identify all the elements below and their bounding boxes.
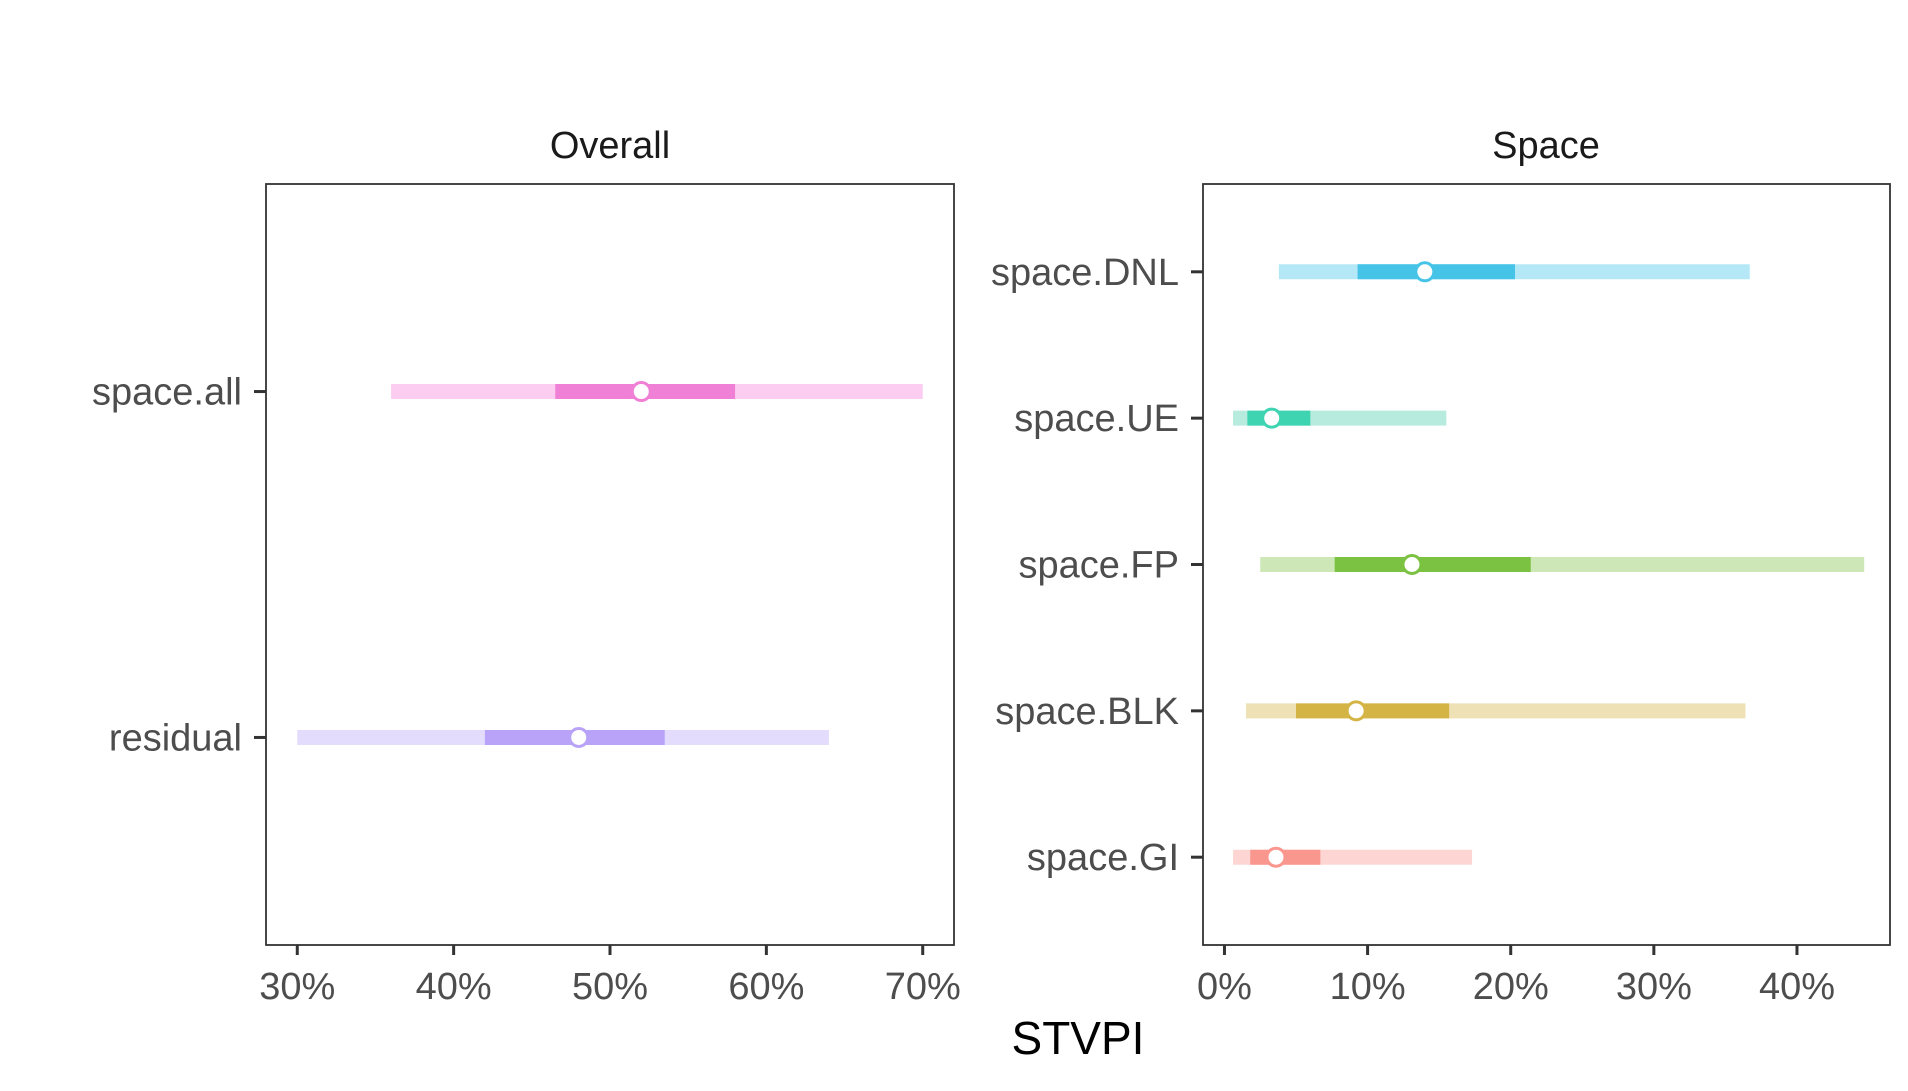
x-axis-title: STVPI xyxy=(1012,1012,1145,1064)
x-tick-label: 60% xyxy=(728,966,804,1008)
x-tick-label: 40% xyxy=(1759,966,1835,1008)
x-tick-label: 70% xyxy=(885,966,961,1008)
y-tick-label: space.BLK xyxy=(995,691,1179,733)
x-tick-label: 10% xyxy=(1330,966,1406,1008)
point-estimate xyxy=(1345,700,1367,722)
point-estimate xyxy=(630,381,652,403)
y-tick-label: space.DNL xyxy=(991,252,1179,294)
y-tick-label: space.all xyxy=(92,372,242,414)
y-tick-label: space.UE xyxy=(1014,398,1179,440)
panel-space: Space 0% 10% 20% 30% 40% space.DNL space.UE spa… xyxy=(991,125,1891,1008)
x-tick-label: 0% xyxy=(1197,966,1252,1008)
y-tick-label: residual xyxy=(109,717,242,759)
y-tick-label: space.FP xyxy=(1018,545,1179,587)
x-tick-label: 40% xyxy=(416,966,492,1008)
panel-title-space: Space xyxy=(1492,125,1600,167)
x-tick-label: 30% xyxy=(1616,966,1692,1008)
panel-title-overall: Overall xyxy=(550,125,670,167)
x-tick-label: 30% xyxy=(259,966,335,1008)
x-tick-label: 20% xyxy=(1473,966,1549,1008)
y-tick-label: space.GI xyxy=(1027,837,1179,879)
point-estimate xyxy=(1265,846,1287,868)
point-estimate xyxy=(568,726,590,748)
point-estimate xyxy=(1401,554,1423,575)
panel-overall: Overall 30% 40% 50% 60% 70% space.all residual xyxy=(92,125,961,1008)
x-tick-label: 50% xyxy=(572,966,648,1008)
panel-frame-overall xyxy=(265,183,955,946)
point-estimate xyxy=(1414,261,1436,283)
point-estimate xyxy=(1261,407,1283,429)
